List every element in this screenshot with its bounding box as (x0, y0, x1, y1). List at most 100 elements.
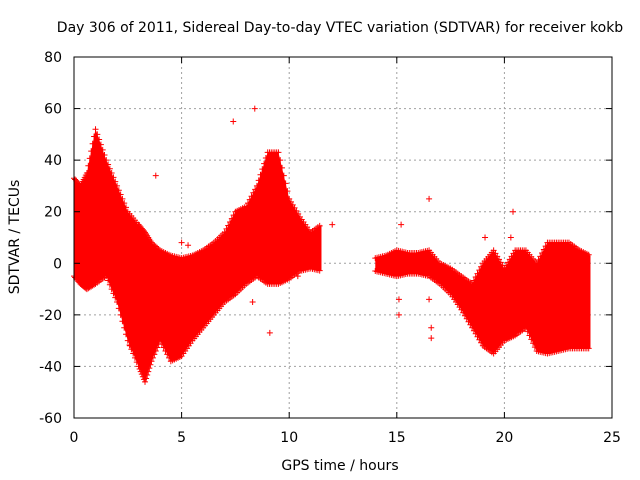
data-point (89, 140, 96, 147)
y-tick-label: 0 (53, 256, 62, 272)
data-point (140, 228, 147, 235)
data-point (585, 345, 592, 352)
data-point (117, 191, 124, 198)
data-point (496, 256, 503, 263)
data-point (119, 195, 126, 202)
data-point (110, 174, 117, 181)
data-point (279, 164, 286, 171)
data-point (478, 339, 485, 346)
data-point (526, 332, 533, 339)
data-point (152, 347, 159, 354)
data-point (114, 182, 121, 189)
data-point (108, 286, 115, 293)
data-point (225, 222, 232, 229)
data-point (282, 180, 289, 187)
data-point (103, 157, 110, 164)
data-point (243, 203, 250, 210)
axis-ticks: 0 5 10 15 20 25 -60 -40 -20 0 20 40 60 80 (39, 50, 621, 446)
data-point (291, 204, 298, 211)
data-point (492, 250, 499, 257)
data-point (490, 247, 497, 254)
data-point (96, 136, 103, 143)
y-tick-label: -20 (39, 308, 62, 324)
data-point (86, 155, 93, 162)
data-point (121, 324, 128, 331)
data-point (295, 210, 302, 217)
data-point (506, 256, 513, 263)
data-point (316, 267, 323, 274)
plot-frame (73, 56, 613, 419)
data-point (88, 148, 95, 155)
outlier-point (398, 221, 405, 228)
data-point (476, 267, 483, 274)
data-point (470, 327, 477, 334)
data-band (375, 242, 591, 354)
data-point (133, 359, 140, 366)
data-point (160, 344, 167, 351)
data-point (261, 160, 268, 167)
outlier-point (510, 208, 517, 215)
data-point (121, 200, 128, 207)
data-point (147, 361, 154, 368)
data-point (99, 146, 106, 153)
data-point (460, 309, 467, 316)
data-point (316, 222, 323, 229)
y-axis-label: SDTVAR / TECUs (7, 180, 23, 295)
data-point (461, 312, 468, 319)
data-point (148, 358, 155, 365)
data-point (227, 219, 234, 226)
x-tick-label: 15 (388, 430, 406, 446)
data-point (85, 162, 92, 169)
data-point (103, 273, 110, 280)
data-point (252, 186, 259, 193)
data-point (470, 277, 477, 284)
data-point (531, 344, 538, 351)
data-point (105, 161, 112, 168)
data-point (83, 170, 90, 177)
data-point (522, 324, 529, 331)
data-point (91, 133, 98, 140)
data-point (223, 225, 230, 232)
data-point (530, 340, 537, 347)
data-point (115, 187, 122, 194)
data-point (248, 193, 255, 200)
data-point (110, 290, 117, 297)
data-point (504, 259, 511, 266)
outlier-point (329, 221, 336, 228)
data-point (253, 182, 260, 189)
data-series (71, 105, 592, 385)
outlier-point (428, 324, 435, 331)
data-point (277, 157, 284, 164)
data-point (143, 375, 150, 382)
outlier-point (426, 296, 433, 303)
data-point (124, 337, 131, 344)
data-point (585, 251, 592, 258)
x-tick-label: 25 (603, 430, 621, 446)
y-tick-label: 20 (44, 205, 62, 221)
data-point (149, 240, 156, 247)
data-point (101, 151, 108, 158)
outlier-point (185, 242, 192, 249)
outlier-point (428, 335, 435, 342)
data-point (535, 256, 542, 263)
data-point (146, 365, 153, 372)
outlier-point (251, 105, 258, 112)
y-tick-label: 80 (44, 50, 62, 66)
data-point (501, 265, 508, 272)
data-point (537, 253, 544, 260)
outlier-point (426, 195, 433, 202)
data-point (105, 277, 112, 284)
data-point (230, 212, 237, 219)
data-point (106, 165, 113, 172)
outlier-point (294, 273, 301, 280)
outlier-point (482, 234, 489, 241)
data-point (524, 328, 531, 335)
x-tick-label: 20 (495, 430, 513, 446)
outlier-point (395, 296, 402, 303)
data-point (106, 281, 113, 288)
outlier-point (507, 234, 514, 241)
data-point (539, 249, 546, 256)
data-point (138, 371, 145, 378)
data-point (164, 351, 171, 358)
data-point (246, 196, 253, 203)
